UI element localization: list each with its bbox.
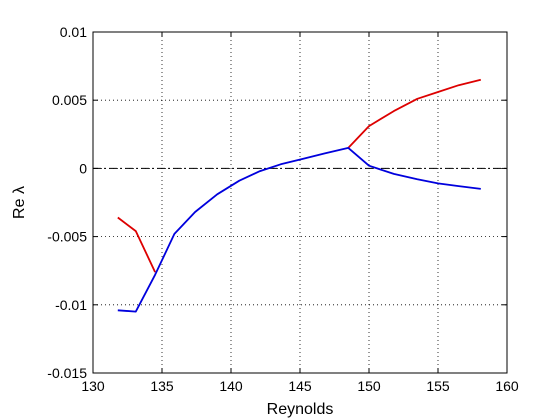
x-axis-label: Reynolds: [267, 401, 334, 418]
y-tick-label: 0.005: [52, 92, 87, 108]
y-tick-label: -0.015: [47, 365, 87, 381]
axis-ticks: [92, 31, 508, 374]
x-tick-label: 140: [219, 378, 243, 394]
series-line: [347, 78, 482, 149]
x-tick-label: 135: [150, 378, 174, 394]
y-tick-labels: -0.015 -0.01 -0.005 0 0.005 0.01: [47, 24, 87, 381]
plot-area-frame: [92, 31, 508, 374]
x-tick-label: 155: [426, 378, 450, 394]
series-line: [117, 216, 156, 273]
y-axis-label: Re λ: [11, 186, 28, 219]
series-lines: [117, 78, 482, 313]
x-tick-label: 160: [495, 378, 519, 394]
x-tick-label: 145: [288, 378, 312, 394]
series-line: [117, 146, 481, 313]
y-tick-label: 0: [79, 160, 87, 176]
y-tick-label: -0.01: [55, 297, 87, 313]
x-tick-label: 130: [81, 378, 105, 394]
grid-lines: [93, 32, 507, 373]
y-tick-label: -0.005: [47, 229, 87, 245]
y-tick-label: 0.01: [60, 24, 87, 40]
x-tick-labels: 130 135 140 145 150 155 160: [81, 378, 519, 394]
x-tick-label: 150: [357, 378, 381, 394]
